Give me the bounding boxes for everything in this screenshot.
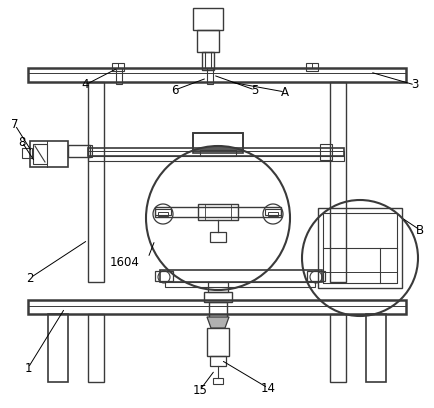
Bar bbox=[213, 378, 223, 384]
Bar bbox=[207, 328, 229, 356]
Bar bbox=[204, 292, 232, 302]
Text: 5: 5 bbox=[251, 84, 259, 97]
Text: 2: 2 bbox=[26, 271, 34, 284]
Bar bbox=[193, 133, 243, 153]
Bar bbox=[323, 213, 397, 283]
Bar bbox=[165, 282, 315, 287]
Bar bbox=[160, 270, 322, 282]
Text: 4: 4 bbox=[81, 78, 89, 91]
Bar bbox=[198, 204, 238, 220]
Bar bbox=[28, 300, 406, 314]
Bar bbox=[210, 356, 226, 366]
Bar bbox=[209, 302, 227, 317]
Bar bbox=[323, 272, 397, 283]
Polygon shape bbox=[207, 317, 229, 328]
Bar bbox=[158, 212, 168, 216]
Bar bbox=[366, 314, 386, 382]
Bar bbox=[116, 68, 122, 84]
Bar bbox=[68, 145, 90, 157]
Bar bbox=[88, 314, 104, 382]
Text: 6: 6 bbox=[171, 84, 179, 97]
Bar bbox=[155, 207, 281, 217]
Bar bbox=[112, 63, 124, 71]
Bar bbox=[88, 156, 344, 161]
Bar bbox=[155, 209, 171, 215]
Bar bbox=[30, 141, 68, 167]
Bar bbox=[193, 133, 243, 150]
Text: A: A bbox=[281, 86, 289, 98]
Bar bbox=[193, 8, 223, 30]
Text: B: B bbox=[416, 224, 424, 237]
Text: 1: 1 bbox=[24, 361, 32, 375]
Bar bbox=[330, 82, 346, 282]
Bar bbox=[202, 52, 214, 70]
Bar bbox=[33, 144, 47, 164]
Text: 7: 7 bbox=[11, 118, 19, 131]
Text: 3: 3 bbox=[411, 78, 419, 91]
Bar bbox=[268, 212, 278, 216]
Bar bbox=[88, 151, 344, 156]
Bar bbox=[200, 150, 236, 156]
Bar bbox=[307, 271, 325, 281]
Bar bbox=[28, 68, 406, 82]
Bar bbox=[330, 314, 346, 382]
Bar bbox=[318, 208, 402, 288]
Text: 14: 14 bbox=[260, 381, 276, 395]
Text: 8: 8 bbox=[18, 135, 26, 149]
Bar bbox=[207, 68, 213, 84]
Bar bbox=[208, 282, 228, 292]
Bar bbox=[88, 82, 104, 282]
Bar bbox=[22, 148, 32, 158]
Bar bbox=[320, 144, 332, 160]
Bar bbox=[306, 63, 318, 71]
Text: 1604: 1604 bbox=[110, 255, 140, 268]
Bar bbox=[210, 232, 226, 242]
Bar bbox=[265, 209, 281, 215]
Bar bbox=[48, 314, 68, 382]
Bar bbox=[88, 145, 92, 157]
Bar bbox=[88, 148, 344, 156]
Bar bbox=[155, 271, 173, 281]
Bar bbox=[197, 30, 219, 52]
Text: 15: 15 bbox=[193, 384, 207, 397]
